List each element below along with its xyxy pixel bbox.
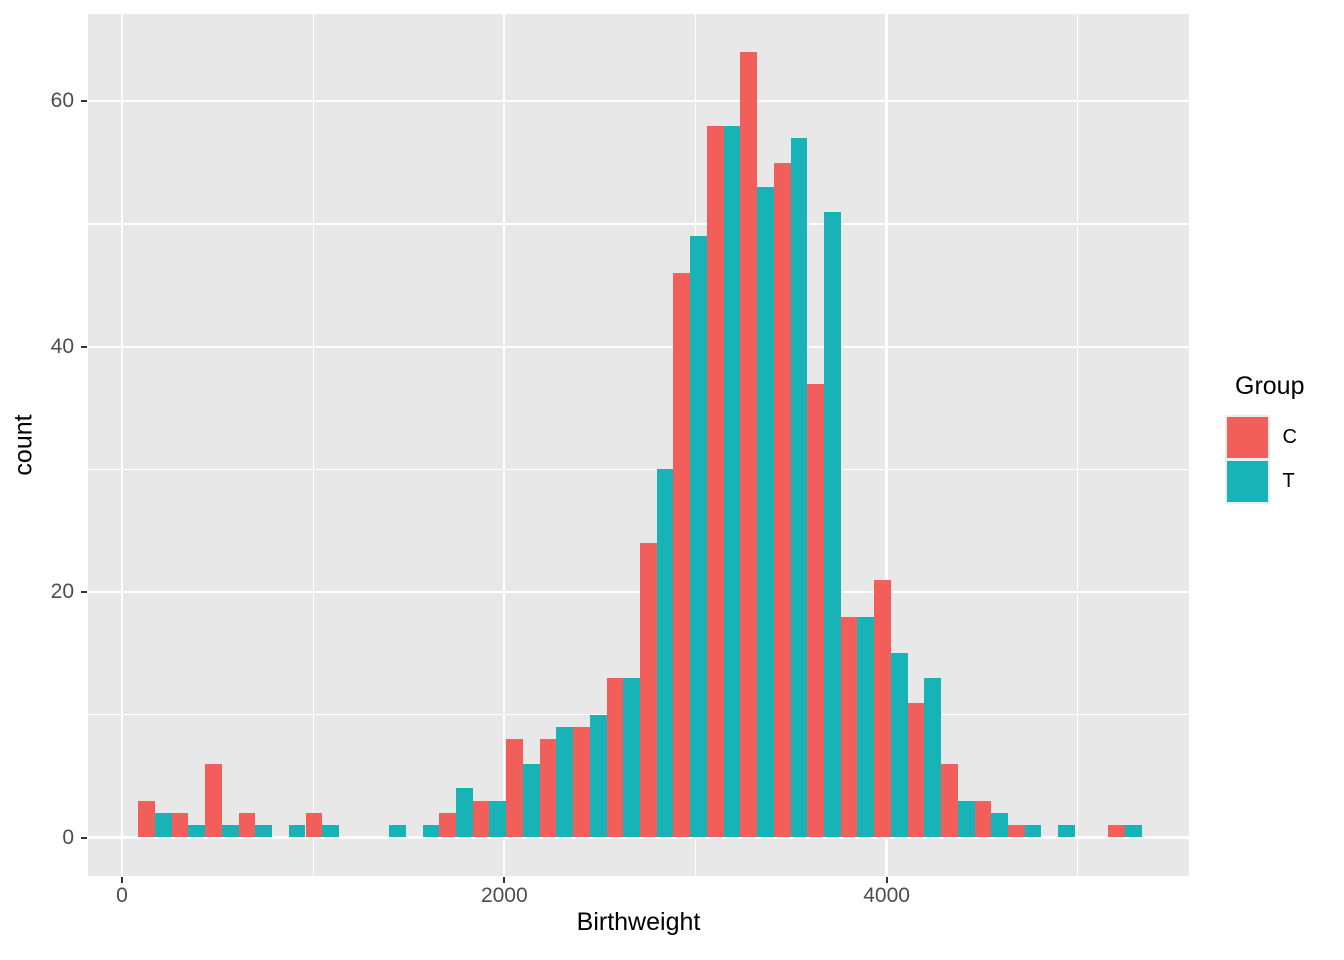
histogram-bar-T bbox=[723, 125, 741, 838]
legend-key bbox=[1225, 459, 1270, 504]
y-axis-tick-mark bbox=[81, 345, 87, 348]
gridline-minor-x bbox=[312, 14, 314, 876]
histogram-bar-C bbox=[138, 800, 155, 838]
histogram-bar-C bbox=[1007, 825, 1025, 838]
histogram-bar-C bbox=[606, 677, 624, 838]
histogram-bar-T bbox=[255, 825, 273, 838]
histogram-bar-T bbox=[221, 825, 239, 838]
x-axis-title: Birthweight bbox=[576, 908, 701, 936]
histogram-bar-C bbox=[238, 812, 256, 838]
histogram-bar-T bbox=[690, 236, 707, 838]
histogram-bar-T bbox=[556, 727, 574, 838]
histogram-bar-C bbox=[439, 812, 457, 838]
histogram-bar-T bbox=[1058, 825, 1075, 838]
x-axis-tick-mark bbox=[503, 877, 506, 883]
histogram-bar-C bbox=[539, 739, 557, 838]
gridline-minor-x bbox=[1077, 14, 1079, 876]
histogram-bar-C bbox=[773, 162, 791, 838]
histogram-bar-C bbox=[205, 763, 222, 838]
x-axis-tick-mark bbox=[885, 877, 888, 883]
histogram-bar-C bbox=[740, 52, 758, 838]
y-axis-tick-mark bbox=[81, 591, 87, 594]
gridline-major-x bbox=[120, 14, 124, 876]
x-axis-tick-mark bbox=[121, 877, 123, 883]
histogram-bar-T bbox=[623, 677, 640, 838]
legend-swatch-icon bbox=[1226, 461, 1268, 503]
histogram-bar-T bbox=[456, 788, 473, 838]
histogram-bar-C bbox=[305, 812, 323, 838]
histogram-bar-T bbox=[522, 763, 540, 838]
y-axis-tick-label: 60 bbox=[50, 89, 74, 113]
histogram-bar-T bbox=[154, 812, 172, 838]
gridline-minor-y bbox=[88, 468, 1189, 470]
histogram-bar-C bbox=[840, 616, 858, 838]
gridline-major-x bbox=[885, 14, 888, 876]
gridline-minor-y bbox=[88, 223, 1189, 225]
legend-key bbox=[1225, 415, 1270, 460]
histogram-bar-T bbox=[589, 714, 607, 838]
y-axis-tick-mark bbox=[81, 100, 87, 103]
y-axis-title: count bbox=[9, 414, 38, 476]
histogram-bar-C bbox=[506, 739, 523, 838]
histogram-bar-T bbox=[957, 800, 975, 838]
histogram-bar-C bbox=[807, 383, 824, 838]
histogram-bar-T bbox=[790, 138, 808, 838]
gridline-major-y bbox=[88, 836, 1189, 839]
histogram-bar-T bbox=[422, 825, 440, 838]
histogram-bar-T bbox=[857, 616, 875, 838]
x-axis-tick-label: 0 bbox=[116, 884, 128, 907]
histogram-bar-T bbox=[656, 469, 674, 838]
histogram-bar-C bbox=[874, 579, 891, 838]
y-axis-tick-label: 40 bbox=[50, 334, 74, 358]
histogram-bar-C bbox=[907, 702, 925, 838]
legend-label: T bbox=[1282, 470, 1295, 493]
y-axis-tick-label: 0 bbox=[62, 825, 74, 849]
legend-label: C bbox=[1282, 425, 1297, 448]
gridline-major-y bbox=[88, 100, 1189, 103]
x-axis-tick-label: 4000 bbox=[863, 884, 910, 907]
plot-panel bbox=[88, 14, 1189, 876]
gridline-major-y bbox=[88, 590, 1189, 594]
histogram-bar-T bbox=[823, 211, 841, 838]
histogram-bar-C bbox=[171, 812, 189, 838]
legend-entry-C: C bbox=[1225, 415, 1304, 460]
histogram-bar-T bbox=[924, 677, 942, 838]
gridline-major-x bbox=[503, 14, 506, 876]
gridline-major-y bbox=[88, 345, 1189, 348]
histogram-bar-T bbox=[288, 825, 306, 838]
histogram-bar-C bbox=[573, 727, 590, 838]
histogram-bar-T bbox=[757, 187, 774, 838]
legend-title: Group bbox=[1235, 372, 1305, 400]
histogram-bar-T bbox=[389, 825, 406, 838]
x-axis-tick-label: 2000 bbox=[480, 884, 528, 907]
histogram-bar-C bbox=[673, 273, 691, 838]
histogram-bar-C bbox=[706, 125, 724, 838]
y-axis-tick-mark bbox=[81, 836, 87, 839]
histogram-bar-T bbox=[489, 800, 507, 838]
legend-swatch-icon bbox=[1226, 416, 1268, 458]
histogram-bar-T bbox=[890, 653, 908, 838]
histogram-bar-T bbox=[1024, 825, 1042, 838]
histogram-bar-T bbox=[991, 812, 1008, 838]
y-axis-tick-label: 20 bbox=[50, 580, 74, 604]
histogram-bar-T bbox=[1125, 825, 1142, 838]
histogram-bar-C bbox=[472, 800, 490, 838]
histogram-bar-T bbox=[322, 825, 339, 838]
histogram-bar-C bbox=[941, 763, 958, 838]
histogram-bar-T bbox=[188, 825, 206, 838]
histogram-bar-C bbox=[640, 543, 657, 838]
histogram-bar-C bbox=[974, 800, 992, 838]
histogram-bar-C bbox=[1108, 825, 1126, 838]
legend-entry-T: T bbox=[1225, 459, 1304, 504]
